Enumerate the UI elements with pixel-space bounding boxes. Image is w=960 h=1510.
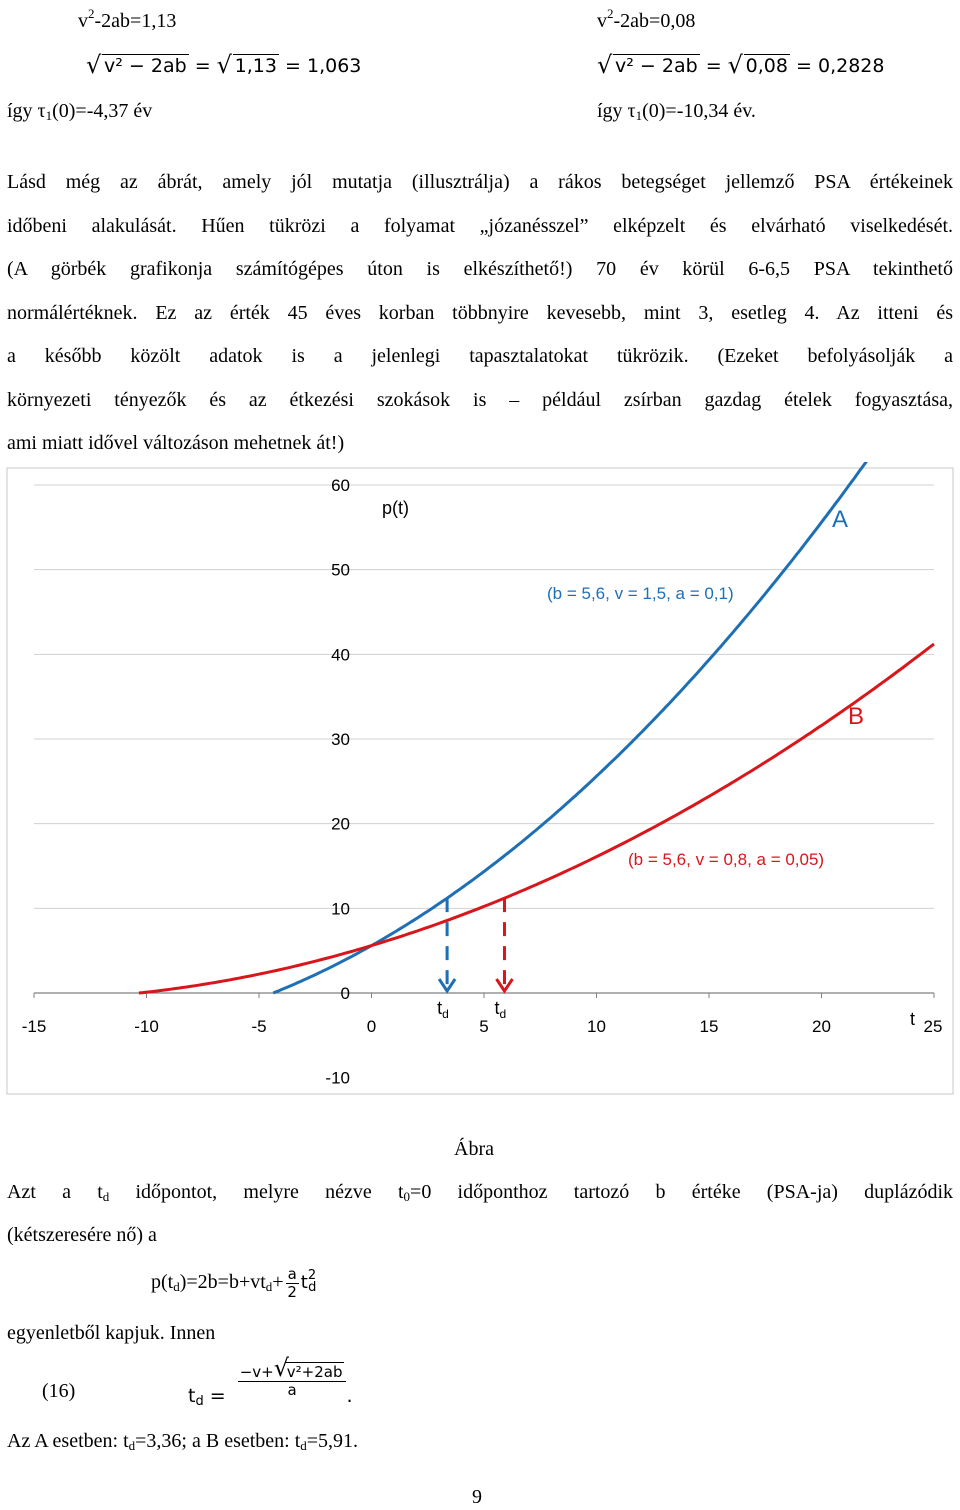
series-name-B: B [848, 703, 864, 730]
paragraph-line: Lásd még az ábrát, amely jól mutatja (il… [7, 171, 953, 193]
eq-right-tau: így τ1(0)=-10,34 év. [597, 100, 756, 123]
paragraph-line: (A görbék grafikonja számítógépes úton i… [7, 258, 953, 280]
eq-left-tau: így τ1(0)=-4,37 év [7, 100, 153, 123]
td-arrow-A [437, 978, 457, 994]
td-arrow-B [495, 978, 514, 994]
y-tick-label: 40 [331, 645, 350, 664]
eq-right-sqrt: v² − 2ab = 0,08 = 0,2828 [597, 51, 884, 79]
y-tick-label: 10 [331, 899, 350, 918]
eq-left-sqrt: v² − 2ab = 1,13 = 1,063 [86, 51, 361, 79]
y-tick-label: 30 [331, 730, 350, 749]
x-tick-label: 0 [367, 1017, 376, 1036]
page-number: 9 [472, 1486, 482, 1508]
series-params-A: (b = 5,6, v = 1,5, a = 0,1) [547, 584, 734, 603]
x-tick-label: 5 [479, 1017, 488, 1036]
series-params-B: (b = 5,6, v = 0,8, a = 0,05) [628, 850, 824, 869]
y-tick-label: 20 [331, 815, 350, 834]
series-line-B [138, 642, 935, 995]
x-axis-label: t [910, 1009, 915, 1029]
paragraph-line: környezeti tényezők és az étkezési szoká… [7, 388, 953, 411]
x-tick-label: -15 [22, 1017, 47, 1036]
td-label: td [494, 998, 506, 1021]
series-line-A [272, 462, 868, 995]
x-tick-label: 15 [700, 1017, 719, 1036]
result-line: Az A esetben: td=3,36; a B esetben: td=5… [7, 1430, 359, 1453]
text-line-3: egyenletből kapjuk. Innen [7, 1322, 216, 1344]
chart-border [6, 467, 954, 1095]
series-name-A: A [832, 506, 848, 533]
x-tick-label: 20 [812, 1017, 831, 1036]
eq-right-1: v2-2ab=0,08 [597, 6, 696, 32]
x-tick-label: -5 [251, 1017, 266, 1036]
text-line-1: Azt a td időpontot, melyre nézve t0=0 id… [7, 1181, 953, 1204]
y-tick-label: 0 [341, 984, 350, 1003]
y-tick-label: 50 [331, 561, 350, 580]
paragraph-line: a később közölt adatok is a jelenlegi ta… [7, 345, 953, 367]
y-tick-label: 60 [331, 476, 350, 495]
eq-left-1: v2-2ab=1,13 [78, 6, 177, 32]
text-line-2: (kétszeresére nő) a [7, 1224, 157, 1246]
x-tick-label: 10 [587, 1017, 606, 1036]
paragraph-line: időbeni alakulását. Hűen tükrözi a folya… [7, 214, 953, 237]
y-axis-label: p(t) [382, 498, 409, 518]
td-label: td [437, 998, 449, 1021]
x-tick-label: -10 [134, 1017, 159, 1036]
figure-caption: Ábra [454, 1138, 494, 1160]
body-paragraph: Lásd még az ábrát, amely jól mutatja (il… [7, 161, 953, 466]
equation-16-label: (16) [42, 1380, 76, 1402]
paragraph-line: normálértéknek. Ez az érték 45 éves korb… [7, 301, 953, 324]
equation-ptd: p(td)=2b=b+vtd+ a 2 t2d [151, 1265, 317, 1301]
psa-chart: -15 -10 -5 0 5 10 15 20 25 60 50 40 30 20 10 0 -10 p(t) t… [6, 462, 954, 1095]
equation-16: td = −v+v²+2ab a . [188, 1360, 353, 1409]
x-tick-label: 25 [924, 1017, 943, 1036]
paragraph-line: ami miatt idővel változáson mehetnek át!… [7, 432, 345, 454]
y-tick-label: -10 [325, 1069, 350, 1088]
